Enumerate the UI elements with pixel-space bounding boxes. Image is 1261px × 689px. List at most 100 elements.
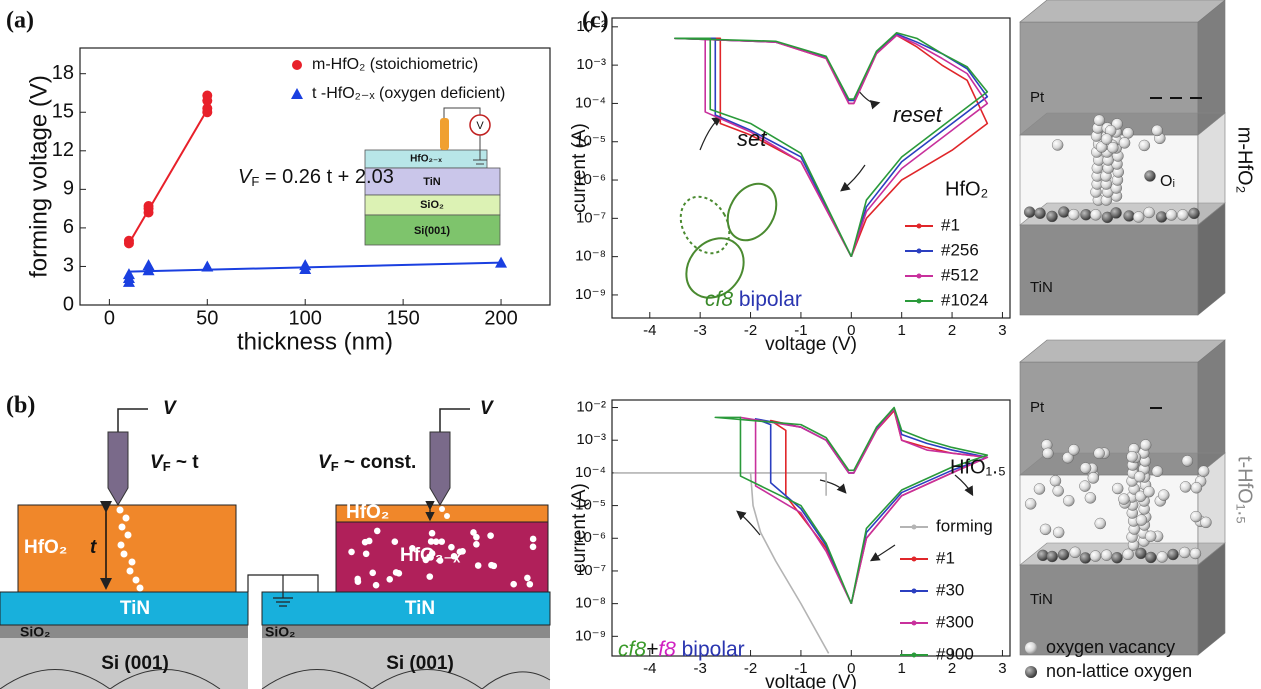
y-tick-label: 10⁻³ — [576, 56, 606, 73]
point — [143, 259, 155, 270]
y-tick-label: 10⁻⁴ — [575, 464, 606, 481]
side-label: t-HfO₁.₅ — [1234, 456, 1256, 524]
oxygen-vacancy — [1182, 455, 1193, 466]
fit-line — [129, 110, 207, 244]
mode-label-part: cf8 — [705, 288, 733, 311]
oxygen-vacancy — [1053, 527, 1064, 538]
y-tick-label: 15 — [52, 101, 74, 123]
panel-label: (b) — [6, 393, 35, 419]
y-tick-label: 3 — [63, 255, 74, 277]
legend-swatch — [912, 621, 917, 626]
x-tick-label: 2 — [948, 322, 956, 339]
x-tick-label: 3 — [998, 660, 1006, 677]
mode-label-part: cf8 — [618, 638, 646, 661]
point — [124, 236, 134, 246]
x-tick-label: -4 — [643, 322, 656, 339]
point — [201, 260, 213, 271]
layer-label: Pt — [1030, 399, 1045, 416]
oxygen-ion — [1024, 207, 1035, 218]
legend-marker — [1025, 642, 1037, 654]
oxygen-vacancy — [1166, 209, 1177, 220]
oxygen-vacancy — [1090, 209, 1101, 220]
oxygen-vacancy — [1136, 515, 1147, 526]
layer-label: SiO₂ — [20, 624, 50, 640]
legend-title: HfO₂ — [945, 178, 988, 200]
oxygen-vacancy — [1200, 517, 1211, 528]
legend-marker — [292, 60, 302, 70]
vacancy-dot — [374, 528, 381, 535]
y-axis-label: current (A) — [569, 483, 590, 573]
legend-swatch — [912, 557, 917, 562]
oxygen-ion — [1047, 551, 1058, 562]
x-tick-label: 1 — [898, 322, 906, 339]
y-tick-label: 6 — [63, 216, 74, 238]
layer-label: Si(001) — [414, 225, 450, 237]
layer-label: TiN — [120, 598, 150, 619]
layer-label: TiN — [423, 176, 441, 188]
y-axis-label: forming voltage (V) — [25, 75, 52, 278]
oxygen-vacancy — [1094, 448, 1105, 459]
vacancy-dot — [426, 573, 433, 580]
vacancy-dot — [530, 536, 537, 543]
vacancy-dot — [530, 544, 537, 551]
relation: VF ~ t — [150, 452, 199, 474]
oxygen-vacancy — [1140, 440, 1151, 451]
oxygen-vacancy — [1133, 211, 1144, 222]
legend-label: oxygen vacancy — [1046, 637, 1175, 657]
probe-label: V — [480, 398, 494, 419]
legend-swatch — [912, 525, 917, 530]
vacancy-dot — [386, 576, 393, 583]
fit-line — [129, 263, 501, 272]
oxygen-ion — [1047, 211, 1058, 222]
layer-label: Si (001) — [386, 653, 454, 674]
x-axis-label: voltage (V) — [765, 672, 857, 689]
oxygen-vacancy — [1127, 451, 1138, 462]
layer-label: Pt — [1030, 89, 1045, 106]
legend-label: forming — [936, 516, 993, 535]
oxygen-ion — [1189, 208, 1200, 219]
mode-label: cf8 bipolar — [705, 288, 802, 311]
relation: VF ~ const. — [318, 452, 416, 474]
oxygen-ion — [1058, 549, 1069, 560]
oxygen-vacancy — [1144, 207, 1155, 218]
oxygen-vacancy — [1139, 140, 1150, 151]
mode-label-part: + — [646, 638, 658, 661]
legend-label: non-lattice oxygen — [1046, 661, 1192, 681]
layer-label: TiN — [1030, 279, 1053, 296]
vacancy-dot — [527, 581, 534, 588]
oxygen-vacancy — [1157, 551, 1168, 562]
legend-swatch — [917, 249, 922, 254]
layer-label: t — [90, 537, 97, 558]
point — [299, 259, 311, 270]
vacancy-dot — [510, 581, 517, 588]
oxygen-vacancy — [1090, 551, 1101, 562]
annotation: Oᵢ — [1160, 173, 1175, 190]
vacancy-dot — [369, 570, 376, 577]
oxygen-vacancy — [1025, 498, 1036, 509]
oxygen-ion — [1111, 207, 1122, 218]
legend-label: t -HfO₂₋ₓ (oxygen deficient) — [312, 85, 505, 102]
x-tick-label: -3 — [693, 660, 706, 677]
oxygen-vacancy — [1095, 518, 1106, 529]
panel-label: (a) — [6, 8, 34, 34]
vacancy-dot — [473, 534, 480, 541]
oxygen-ion — [1145, 171, 1156, 182]
x-tick-label: 150 — [386, 307, 419, 329]
oxygen-vacancy — [1094, 115, 1105, 126]
legend-swatch — [912, 589, 917, 594]
x-tick-label: -2 — [744, 660, 757, 677]
y-tick-label: 10⁻³ — [576, 431, 606, 448]
layer-label: HfO₂₋ₓ — [400, 545, 460, 566]
oxygen-ion — [1080, 209, 1091, 220]
layer-label: HfO₂ — [24, 537, 67, 558]
legend-label: #900 — [936, 644, 974, 663]
oxygen-ion — [1168, 549, 1179, 560]
legend-label: #1 — [941, 215, 960, 234]
x-axis-label: voltage (V) — [765, 334, 857, 355]
x-tick-label: 100 — [289, 307, 322, 329]
oxygen-ion — [1112, 552, 1123, 563]
oxygen-vacancy — [1152, 466, 1163, 477]
oxygen-vacancy — [1050, 475, 1061, 486]
oxygen-vacancy — [1119, 137, 1130, 148]
x-tick-label: -2 — [744, 322, 757, 339]
